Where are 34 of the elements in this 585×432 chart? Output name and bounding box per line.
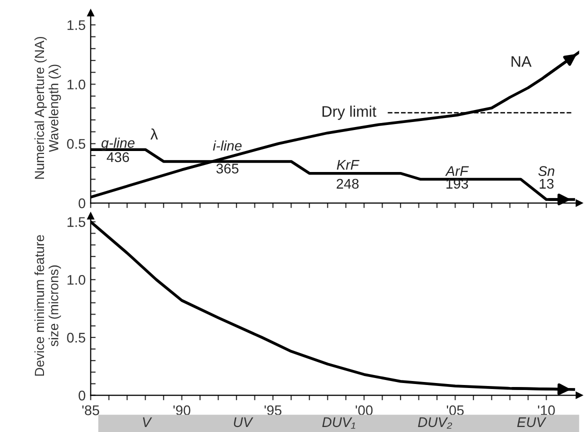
y-tick-label: 0.5: [67, 138, 86, 149]
x-tick-label: '00: [356, 405, 373, 416]
y-axis-title: Numerical Aperture (NA) Wavelength (λ): [34, 36, 61, 179]
y-axis-title: Device minimum feature size (microns): [34, 235, 61, 376]
y-tick-label: 0: [78, 198, 86, 208]
text: EUV: [517, 417, 546, 428]
y-tick-label: 1.0: [68, 274, 86, 285]
x-tick-label: '95: [264, 405, 282, 416]
x-tick-label: '90: [173, 405, 190, 416]
annotation: λ: [150, 128, 158, 140]
y-tick-label: 1.0: [68, 80, 86, 90]
x-tick-label: '10: [538, 405, 555, 416]
y-tick-label: 1.5: [68, 217, 86, 227]
text: UV: [234, 417, 254, 428]
annotation: NA: [512, 56, 532, 67]
annotation: 248: [336, 178, 359, 189]
annotation: 193: [446, 178, 468, 189]
annotation: Dry limit: [322, 106, 376, 120]
annotation: 436: [106, 152, 130, 162]
annotation: KrF: [336, 160, 360, 170]
annotation: g-line: [101, 138, 134, 151]
annotation: 365: [216, 164, 238, 174]
x-tick-label: '05: [446, 405, 464, 416]
annotation: i-line: [213, 140, 242, 151]
x-tick-label: '85: [82, 405, 100, 416]
text: DUV₂: [418, 417, 452, 429]
annotation: ArF: [445, 166, 469, 176]
text: DUV₁: [322, 417, 356, 429]
annotation: 13: [540, 178, 554, 189]
text: V: [142, 417, 152, 427]
y-tick-label: 0.5: [67, 332, 86, 343]
y-tick-label: 0: [78, 390, 86, 400]
annotation: Sn: [538, 166, 554, 176]
y-tick-label: 1.5: [68, 20, 86, 30]
